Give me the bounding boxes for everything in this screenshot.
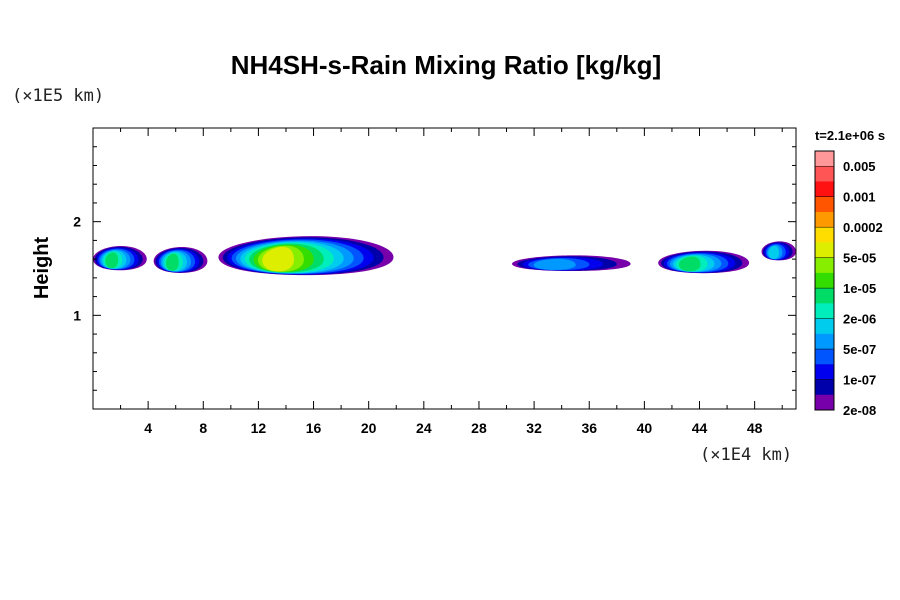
y-tick-label: 1: [73, 307, 81, 323]
colorbar-swatch: [815, 181, 834, 198]
x-tick-label: 32: [526, 420, 542, 436]
time-label: t=2.1e+06 s: [815, 128, 885, 143]
x-tick-label: 36: [581, 420, 597, 436]
colorbar-label: 0.005: [843, 159, 876, 174]
colorbar-label: 2e-06: [843, 312, 876, 327]
colorbar-swatch: [815, 394, 834, 411]
x-axis: 4 8 12 16 20 24 28 32 36 40 44 48: [120, 128, 783, 436]
x-tick-label: 16: [306, 420, 322, 436]
colorbar-label: 5e-07: [843, 342, 876, 357]
plot-frame: [92, 127, 797, 410]
colorbar-swatch: [815, 349, 834, 365]
y-scale-label: (×1E5 km): [12, 86, 104, 106]
x-tick-label: 20: [361, 420, 377, 436]
x-tick-label: 12: [251, 420, 267, 436]
contour-level: [105, 252, 119, 269]
x-tick-label: 48: [747, 420, 763, 436]
colorbar-swatch: [815, 227, 834, 243]
colorbar-label: 0.001: [843, 190, 876, 205]
colorbar-label: 5e-05: [843, 251, 876, 266]
cloud-region: [93, 246, 147, 271]
chart-title: NH4SH-s-Rain Mixing Ratio [kg/kg]: [231, 50, 661, 80]
colorbar-swatch: [815, 211, 834, 228]
colorbar-label: 1e-07: [843, 373, 876, 388]
x-tick-label: 4: [144, 420, 152, 436]
x-tick-label: 28: [471, 420, 487, 436]
contour-fill-layer: [93, 236, 796, 276]
colorbar-swatch: [815, 166, 834, 182]
contour-level: [678, 256, 701, 272]
x-scale-label: (×1E4 km): [700, 445, 792, 465]
contour-level: [262, 246, 294, 272]
colorbar-swatch: [815, 379, 834, 396]
colorbar-label: 0.0002: [843, 220, 883, 235]
x-tick-label: 44: [692, 420, 708, 436]
colorbar-swatch: [815, 151, 834, 167]
contour-level: [165, 253, 179, 271]
colorbar-swatch: [815, 303, 834, 320]
colorbar-swatch: [815, 196, 834, 213]
cloud-region: [761, 241, 796, 261]
contour-clip-group: [93, 236, 796, 276]
colorbar-swatch: [815, 333, 834, 350]
colorbar: 0.005 0.001 0.0002 5e-05 1e-05 2e-06 5e-07 1e-0…: [814, 150, 883, 418]
colorbar-label: 2e-08: [843, 403, 876, 418]
y-tick-label: 2: [73, 214, 81, 230]
y-axis-label: Height: [31, 237, 53, 300]
colorbar-swatch: [815, 288, 834, 304]
colorbar-swatch: [815, 242, 834, 259]
x-tick-label: 24: [416, 420, 432, 436]
colorbar-swatch: [815, 257, 834, 274]
x-tick-label: 8: [199, 420, 207, 436]
x-tick-label: 40: [637, 420, 653, 436]
y-axis: 12: [73, 146, 796, 391]
colorbar-label: 1e-05: [843, 281, 876, 296]
cloud-region: [218, 236, 394, 276]
contour-level: [533, 258, 576, 270]
cloud-region: [153, 246, 208, 273]
cloud-region: [658, 250, 750, 274]
colorbar-swatch: [815, 318, 834, 335]
cloud-region: [512, 255, 631, 271]
colorbar-swatch: [815, 364, 834, 381]
colorbar-swatch: [815, 272, 834, 289]
contour-level: [768, 245, 780, 259]
